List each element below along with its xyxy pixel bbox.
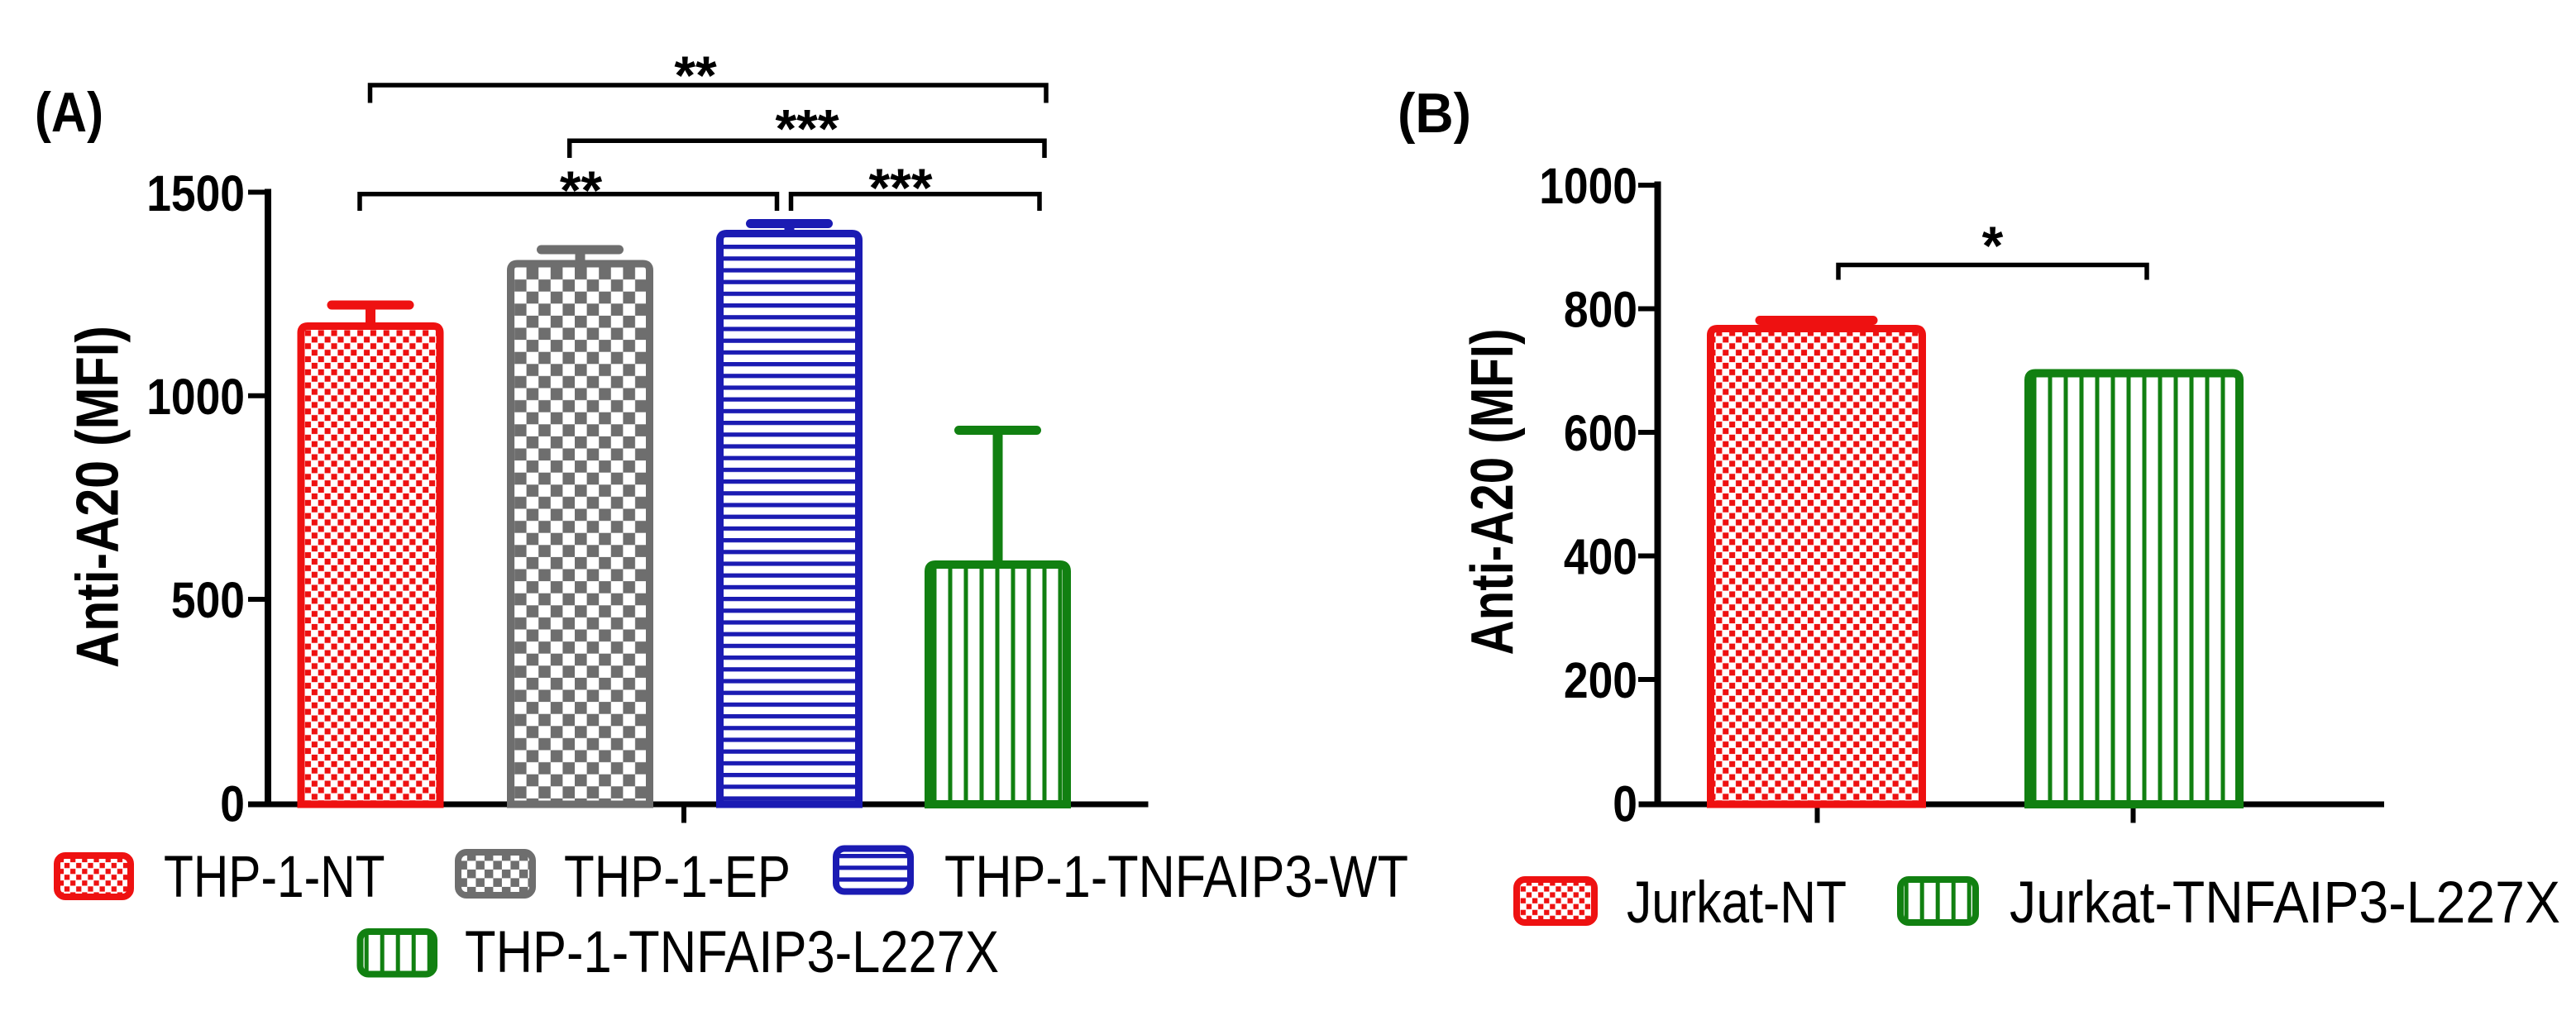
svg-text:THP-1-TNFAIP3-WT: THP-1-TNFAIP3-WT — [944, 845, 1408, 910]
svg-text:Jurkat-TNFAIP3-L227X: Jurkat-TNFAIP3-L227X — [2010, 870, 2560, 936]
svg-text:Anti-A20 (MFI): Anti-A20 (MFI) — [1460, 329, 1526, 656]
svg-text:***: *** — [775, 98, 839, 160]
svg-text:500: 500 — [171, 572, 245, 628]
svg-text:0: 0 — [1613, 776, 1637, 832]
svg-text:THP-1-TNFAIP3-L227X: THP-1-TNFAIP3-L227X — [465, 920, 999, 985]
svg-text:Jurkat-NT: Jurkat-NT — [1627, 870, 1847, 936]
svg-text:*: * — [1982, 215, 2004, 276]
svg-text:THP-1-NT: THP-1-NT — [164, 845, 385, 910]
svg-text:THP-1-EP: THP-1-EP — [564, 845, 791, 910]
svg-text:1000: 1000 — [1539, 158, 1637, 214]
svg-text:Anti-A20 (MFI): Anti-A20 (MFI) — [65, 326, 131, 668]
svg-text:**: ** — [674, 45, 717, 106]
svg-text:600: 600 — [1564, 405, 1637, 461]
svg-text:0: 0 — [220, 776, 245, 832]
svg-text:(B): (B) — [1398, 82, 1471, 145]
svg-text:800: 800 — [1564, 282, 1637, 338]
svg-text:200: 200 — [1564, 652, 1637, 708]
svg-text:400: 400 — [1564, 529, 1637, 585]
svg-text:1500: 1500 — [146, 165, 245, 222]
svg-text:(A): (A) — [35, 81, 103, 144]
svg-text:**: ** — [560, 160, 603, 221]
svg-text:1000: 1000 — [146, 369, 245, 425]
svg-text:***: *** — [868, 157, 932, 218]
